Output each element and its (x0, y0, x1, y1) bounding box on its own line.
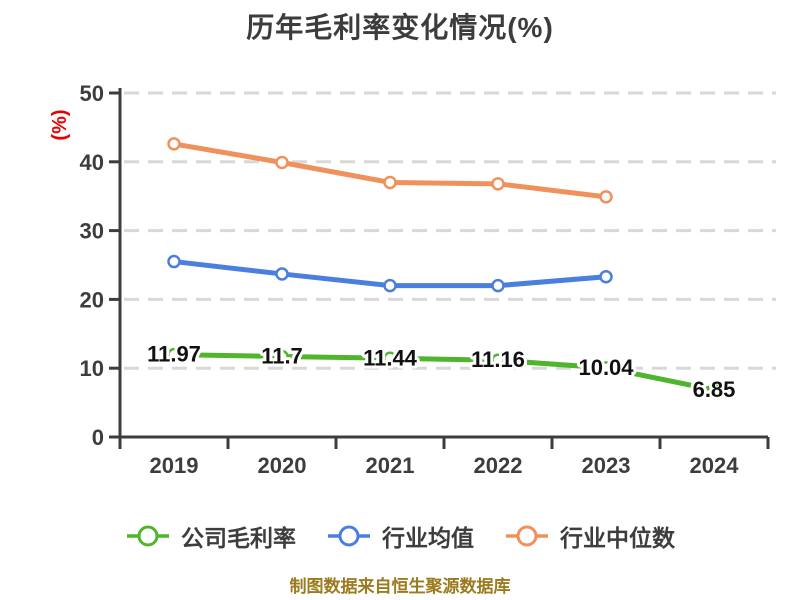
data-point-industry-average (491, 278, 505, 293)
chart-title: 历年毛利率变化情况(%) (246, 12, 554, 43)
data-source-caption: 制图数据来自恒生聚源数据库 (289, 577, 511, 596)
legend-marker-icon (127, 525, 169, 547)
data-point-industry-median (275, 155, 289, 170)
y-tick-label: 0 (92, 425, 104, 450)
legend-label: 行业均值 (382, 525, 474, 551)
y-tick-label: 50 (80, 81, 104, 106)
data-point-label-company-gross-margin: 11.7 (261, 344, 303, 369)
legend-label: 行业中位数 (560, 525, 675, 551)
legend-item-industry-average: 行业均值 (326, 519, 474, 553)
x-tick-label: 2020 (258, 453, 307, 478)
legend: 公司毛利率 行业均值 行业中位数 (0, 512, 800, 560)
data-point-industry-median (491, 177, 505, 191)
data-point-industry-median (599, 190, 613, 204)
data-point-label-company-gross-margin: 10.04 (578, 355, 634, 380)
y-tick-label: 10 (80, 356, 104, 381)
x-tick-label: 2021 (366, 453, 415, 478)
legend-item-industry-median: 行业中位数 (504, 519, 675, 553)
data-point-label-company-gross-margin: 11.44 (363, 345, 418, 370)
data-point-label-company-gross-margin: 11.16 (471, 347, 525, 372)
y-tick-label: 30 (80, 219, 104, 244)
legend-marker-icon (506, 525, 548, 547)
data-point-industry-average (275, 267, 289, 281)
data-point-industry-median (167, 137, 181, 151)
series-line-company-gross-margin (171, 352, 717, 393)
x-tick-label: 2024 (690, 453, 740, 478)
legend-item-company-gross-margin: 公司毛利率 (125, 519, 296, 553)
data-point-company-gross-margin (167, 347, 181, 362)
y-tick-label: 40 (80, 150, 104, 175)
x-tick-label: 2022 (474, 453, 523, 478)
x-tick-label: 2023 (582, 453, 631, 478)
data-point-industry-average (383, 278, 397, 293)
data-point-industry-average (599, 269, 613, 284)
data-point-company-gross-margin (599, 361, 613, 375)
legend-label: 公司毛利率 (181, 525, 296, 551)
data-point-company-gross-margin (491, 353, 505, 367)
data-point-label-company-gross-margin: 6.85 (693, 377, 736, 402)
data-point-company-gross-margin (383, 351, 397, 366)
data-point-industry-average (167, 254, 181, 269)
data-point-label-company-gross-margin: 11.97 (147, 342, 201, 367)
y-tick-label: 20 (80, 287, 104, 312)
data-point-company-gross-margin (707, 383, 721, 397)
legend-marker-icon (328, 525, 370, 547)
plot-area: 0 10 20 30 40 50 2019 2020 2021 2022 2023 2024 11.97… (80, 81, 776, 478)
data-point-company-gross-margin (275, 349, 289, 364)
data-point-industry-median (383, 175, 397, 190)
x-tick-label: 2019 (150, 453, 199, 478)
